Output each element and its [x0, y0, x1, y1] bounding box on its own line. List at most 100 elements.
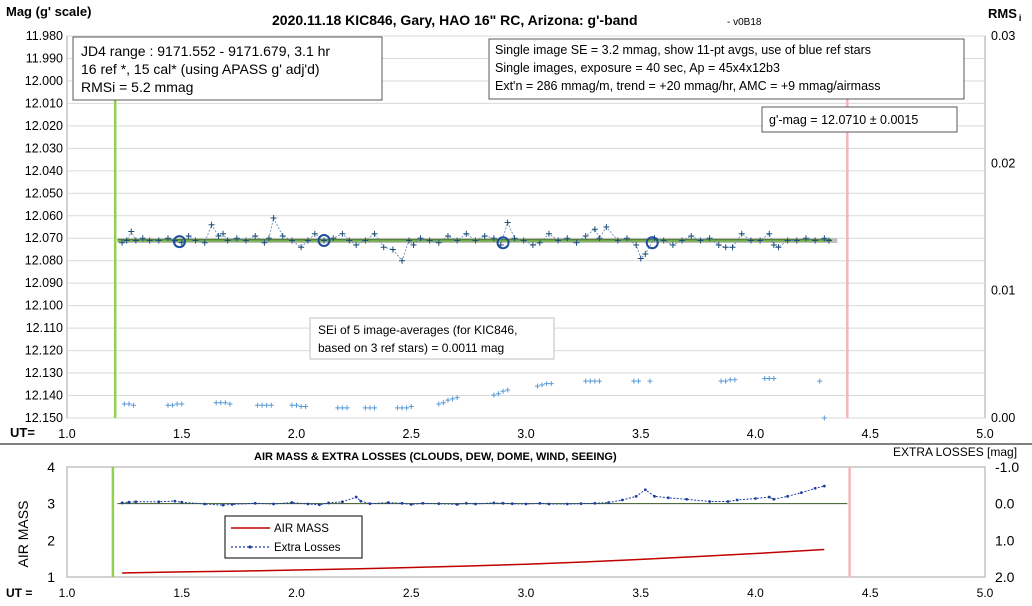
rms-point	[170, 402, 176, 408]
bottom-y2-axis: -1.0 0.0 1.0 2.0	[995, 459, 1019, 585]
extra-losses-point	[180, 500, 184, 504]
extra-losses-point	[735, 498, 739, 502]
rms-point	[821, 415, 827, 421]
single-image-point	[472, 237, 479, 244]
info-box-right: Single image SE = 3.2 mmag, show 11-pt a…	[488, 38, 965, 100]
single-image-point	[405, 237, 412, 244]
single-image-point	[178, 239, 185, 246]
extra-losses-point	[354, 495, 358, 499]
single-image-point	[261, 239, 268, 246]
single-image-point	[123, 237, 130, 244]
extra-losses-point	[813, 486, 817, 490]
single-image-point	[371, 230, 378, 237]
single-image-point	[775, 244, 782, 251]
single-image-point	[304, 237, 311, 244]
gmag-text: g'-mag = 12.0710 ± 0.0015	[769, 113, 918, 127]
single-image-point	[770, 241, 777, 248]
extra-losses-point	[272, 502, 275, 506]
single-image-point	[738, 230, 745, 237]
bottom-y-tick-label: 2	[47, 532, 55, 548]
single-image-point	[119, 239, 126, 246]
single-image-point	[444, 232, 451, 239]
single-image-point	[481, 232, 488, 239]
single-image-point	[623, 235, 630, 242]
extra-losses-point	[593, 501, 597, 505]
single-image-point	[164, 235, 171, 242]
bottom-y-tick-label: 1	[47, 569, 55, 585]
average-point	[172, 235, 186, 249]
top-y2label-sub: i	[1019, 13, 1022, 23]
extra-losses-point	[786, 494, 790, 498]
single-image-point	[821, 235, 828, 242]
info-box-left: JD4 range : 9171.552 - 9171.679, 3.1 hr …	[72, 36, 383, 101]
bottom-x-tick-label: 1.5	[173, 586, 190, 600]
rms-point	[718, 378, 724, 384]
single-image-point	[155, 237, 162, 244]
top-y-tick-label: 12.030	[25, 141, 63, 155]
top-y-tick-label: 12.150	[25, 411, 63, 425]
extra-losses-point	[501, 501, 505, 505]
top-y-tick-label: 12.070	[25, 231, 63, 245]
extra-losses-point	[634, 494, 638, 498]
top-y-tick-label: 12.090	[25, 276, 63, 290]
rms-point	[436, 401, 442, 407]
extra-losses-point	[547, 502, 551, 506]
bottom-y-tick-label: 4	[47, 459, 55, 475]
bottom-y2-tick-label: 2.0	[995, 569, 1015, 585]
rms-point	[723, 378, 729, 384]
rms-point	[727, 377, 733, 383]
extra-losses-point	[666, 496, 670, 500]
extra-losses-point	[368, 502, 372, 506]
single-image-point	[389, 246, 396, 253]
single-image-point	[660, 237, 667, 244]
top-title: 2020.11.18 KIC846, Gary, HAO 16" RC, Ari…	[272, 12, 638, 28]
bottom-xlabel: UT =	[6, 586, 32, 600]
single-image-point	[511, 235, 518, 242]
extra-losses-point	[653, 494, 656, 498]
rms-point	[362, 405, 368, 411]
top-y2-axis: 0.00 0.01 0.02 0.03	[991, 29, 1015, 425]
bottom-ylabel: AIR MASS	[15, 501, 31, 568]
top-y-tick-label: 12.060	[25, 209, 63, 223]
top-y-tick-label: 12.050	[25, 186, 63, 200]
extra-losses-point	[708, 500, 711, 503]
single-image-point	[802, 235, 809, 242]
single-image-point	[380, 244, 387, 251]
rms-point	[771, 376, 777, 382]
bottom-x-tick-label: 3.0	[518, 586, 535, 600]
info-left-line-2: 16 ref *, 15 cal* (using APASS g' adj'd)	[81, 61, 320, 77]
rms-point	[227, 401, 233, 407]
rms-point	[372, 405, 378, 411]
top-y-axis: 11.980 11.990 12.000 12.010 12.020 12.030 12.0…	[25, 29, 63, 425]
single-image-point	[192, 237, 199, 244]
extra-losses-point	[120, 501, 124, 505]
bottom-x-tick-label: 2.0	[288, 586, 305, 600]
average-point	[317, 233, 331, 247]
single-image-point	[564, 235, 571, 242]
single-image-point	[330, 235, 337, 242]
single-image-point	[132, 237, 139, 244]
single-image-point	[747, 237, 754, 244]
single-image-point	[536, 239, 543, 246]
bottom-x-tick-label: 4.0	[747, 586, 764, 600]
extra-losses-point	[726, 500, 730, 503]
rms-point	[289, 402, 295, 408]
extra-losses-point	[421, 501, 425, 505]
legend-extra-losses-marker	[248, 545, 252, 549]
bottom-y2-tick-label: 0.0	[995, 496, 1015, 512]
top-y-tick-label: 12.080	[25, 254, 63, 268]
extra-losses-point	[767, 495, 771, 499]
single-image-point	[201, 239, 208, 246]
single-image-point	[185, 232, 192, 239]
bottom-x-tick-label: 2.5	[403, 586, 420, 600]
single-image-point	[463, 230, 470, 237]
single-image-point	[128, 228, 135, 235]
extra-losses-point	[772, 497, 776, 501]
rms-point	[264, 402, 270, 408]
top-y-tick-label: 11.990	[26, 51, 63, 65]
average-point	[645, 236, 659, 250]
single-image-point	[490, 235, 497, 242]
extra-losses-point	[134, 500, 138, 504]
single-image-point	[410, 241, 417, 248]
rms-point	[505, 387, 511, 393]
